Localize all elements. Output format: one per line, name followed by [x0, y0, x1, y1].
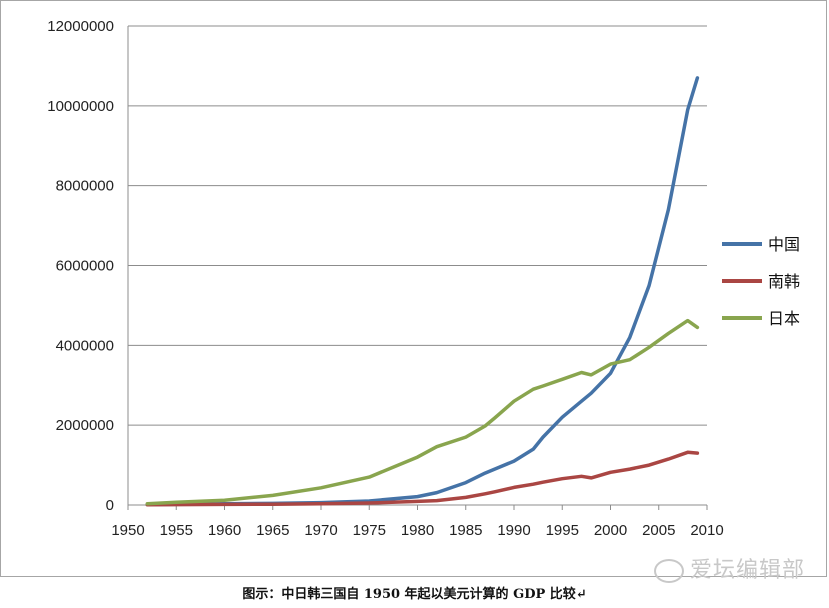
x-tick-label: 1965 — [256, 522, 289, 539]
series-line-2 — [145, 318, 700, 506]
y-tick-label: 6000000 — [56, 258, 114, 275]
x-tick-label: 1955 — [160, 522, 193, 539]
y-tick-label: 10000000 — [47, 98, 114, 115]
x-tick-label: 1975 — [353, 522, 386, 539]
gdp-line-chart: 0 2000000 4000000 6000000 8000000 10000000 120… — [47, 18, 800, 539]
legend-label: 南韩 — [768, 272, 800, 291]
x-tick-label: 2010 — [690, 522, 723, 539]
x-tick-label: 1990 — [497, 522, 530, 539]
x-tick-label: 1950 — [111, 522, 144, 539]
figure-caption: 图示：中日韩三国自 1950 年起以美元计算的 GDP 比较↵ — [242, 587, 587, 602]
x-tick-label: 1995 — [546, 522, 579, 539]
x-tick-label: 2000 — [594, 522, 627, 539]
x-tick-label: 1970 — [304, 522, 337, 539]
x-tick-label: 1985 — [449, 522, 482, 539]
grid-lines — [128, 25, 707, 426]
y-tick-label: 4000000 — [56, 337, 114, 354]
wechat-icon — [653, 559, 684, 583]
watermark-text: 爱坛编辑部 — [689, 558, 805, 583]
legend-label: 中国 — [768, 235, 800, 254]
chart-frame — [0, 0, 827, 577]
y-tick-label: 0 — [106, 497, 114, 514]
x-tick-label: 1980 — [401, 522, 434, 539]
legend-label: 日本 — [768, 309, 800, 328]
x-axis-ticks: 1950 1955 1960 1965 1970 1975 1980 1985 1990 1995… — [111, 505, 724, 539]
x-tick-label: 1960 — [208, 522, 241, 539]
y-tick-label: 12000000 — [47, 18, 114, 35]
series-lines — [145, 76, 700, 507]
series-line-0 — [145, 76, 700, 507]
y-tick-label: 8000000 — [56, 178, 114, 195]
x-tick-label: 2005 — [642, 522, 675, 539]
y-tick-label: 2000000 — [56, 417, 114, 434]
y-axis-ticks: 0 2000000 4000000 6000000 8000000 10000000 120… — [47, 18, 114, 514]
watermark: 爱坛编辑部 — [653, 552, 805, 584]
caption-bar — [0, 578, 829, 608]
series-line-1 — [145, 450, 700, 507]
